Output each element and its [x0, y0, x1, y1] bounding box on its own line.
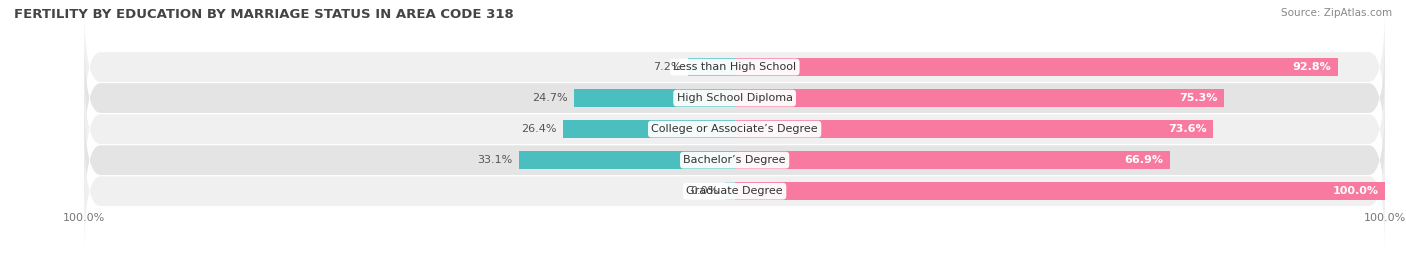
Text: 0.0%: 0.0%	[690, 186, 718, 196]
Text: 26.4%: 26.4%	[522, 124, 557, 134]
FancyBboxPatch shape	[84, 129, 1385, 254]
Bar	[725, 182, 735, 200]
Text: 66.9%: 66.9%	[1125, 155, 1163, 165]
Text: 24.7%: 24.7%	[531, 93, 568, 103]
Text: 100.0%: 100.0%	[1333, 186, 1378, 196]
Text: Graduate Degree: Graduate Degree	[686, 186, 783, 196]
Text: Less than High School: Less than High School	[673, 62, 796, 72]
Bar	[735, 58, 1339, 76]
Text: 7.2%: 7.2%	[652, 62, 682, 72]
Bar	[735, 89, 1225, 107]
Text: FERTILITY BY EDUCATION BY MARRIAGE STATUS IN AREA CODE 318: FERTILITY BY EDUCATION BY MARRIAGE STATU…	[14, 8, 513, 21]
Text: College or Associate’s Degree: College or Associate’s Degree	[651, 124, 818, 134]
Bar	[735, 182, 1385, 200]
FancyBboxPatch shape	[84, 4, 1385, 130]
Text: 73.6%: 73.6%	[1168, 124, 1206, 134]
Bar	[735, 120, 1213, 138]
FancyBboxPatch shape	[84, 97, 1385, 223]
Text: 92.8%: 92.8%	[1294, 62, 1331, 72]
Text: 33.1%: 33.1%	[478, 155, 513, 165]
Bar	[735, 151, 1170, 169]
Bar	[574, 89, 735, 107]
Text: 75.3%: 75.3%	[1180, 93, 1218, 103]
Bar	[562, 120, 735, 138]
FancyBboxPatch shape	[84, 66, 1385, 192]
Text: Source: ZipAtlas.com: Source: ZipAtlas.com	[1281, 8, 1392, 18]
Legend: Married, Unmarried: Married, Unmarried	[652, 266, 817, 269]
Text: High School Diploma: High School Diploma	[676, 93, 793, 103]
Bar	[688, 58, 735, 76]
Bar	[519, 151, 735, 169]
Text: Bachelor’s Degree: Bachelor’s Degree	[683, 155, 786, 165]
FancyBboxPatch shape	[84, 36, 1385, 161]
